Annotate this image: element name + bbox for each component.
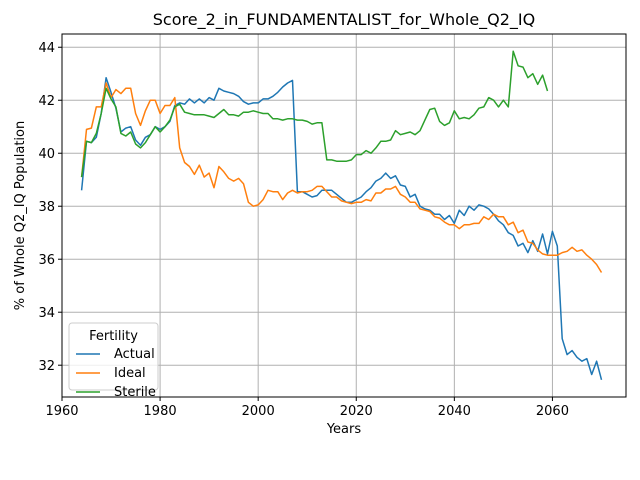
y-tick-label: 44 (38, 41, 55, 56)
x-tick-label: 1980 (144, 404, 177, 419)
x-tick-label: 2040 (438, 404, 471, 419)
x-axis-label: Years (326, 422, 362, 437)
series-line-sterile (80, 50, 549, 178)
legend-entries: Actual Ideal Sterile (76, 347, 156, 400)
chart-title: Score_2_in_FUNDAMENTALIST_for_Whole_Q2_I… (153, 10, 536, 30)
x-tick-label: 2020 (340, 404, 373, 419)
grid (61, 34, 626, 397)
y-tick-label: 34 (38, 306, 55, 321)
x-tick-label: 2060 (536, 404, 569, 419)
y-axis-ticks: 32 34 36 38 40 42 44 (38, 41, 62, 374)
legend-entry-sterile: Sterile (114, 385, 156, 400)
x-tick-label: 1960 (45, 404, 78, 419)
series-line-ideal (80, 82, 603, 273)
legend-title: Fertility (89, 329, 138, 344)
plot-area-frame (61, 33, 627, 398)
legend-entry-actual: Actual (114, 347, 155, 362)
y-tick-label: 42 (38, 94, 55, 109)
legend: Fertility Actual Ideal Sterile (68, 322, 159, 400)
y-tick-label: 40 (38, 147, 55, 162)
x-tick-label: 2000 (242, 404, 275, 419)
series-layer (80, 50, 603, 380)
y-tick-label: 38 (38, 200, 55, 215)
y-tick-label: 36 (38, 253, 55, 268)
y-tick-label: 32 (38, 359, 55, 374)
y-axis-label: % of Whole Q2_IQ Population (13, 121, 28, 310)
x-axis-ticks: 1960 1980 2000 2020 2040 2060 (45, 397, 569, 419)
legend-entry-ideal: Ideal (114, 366, 146, 381)
